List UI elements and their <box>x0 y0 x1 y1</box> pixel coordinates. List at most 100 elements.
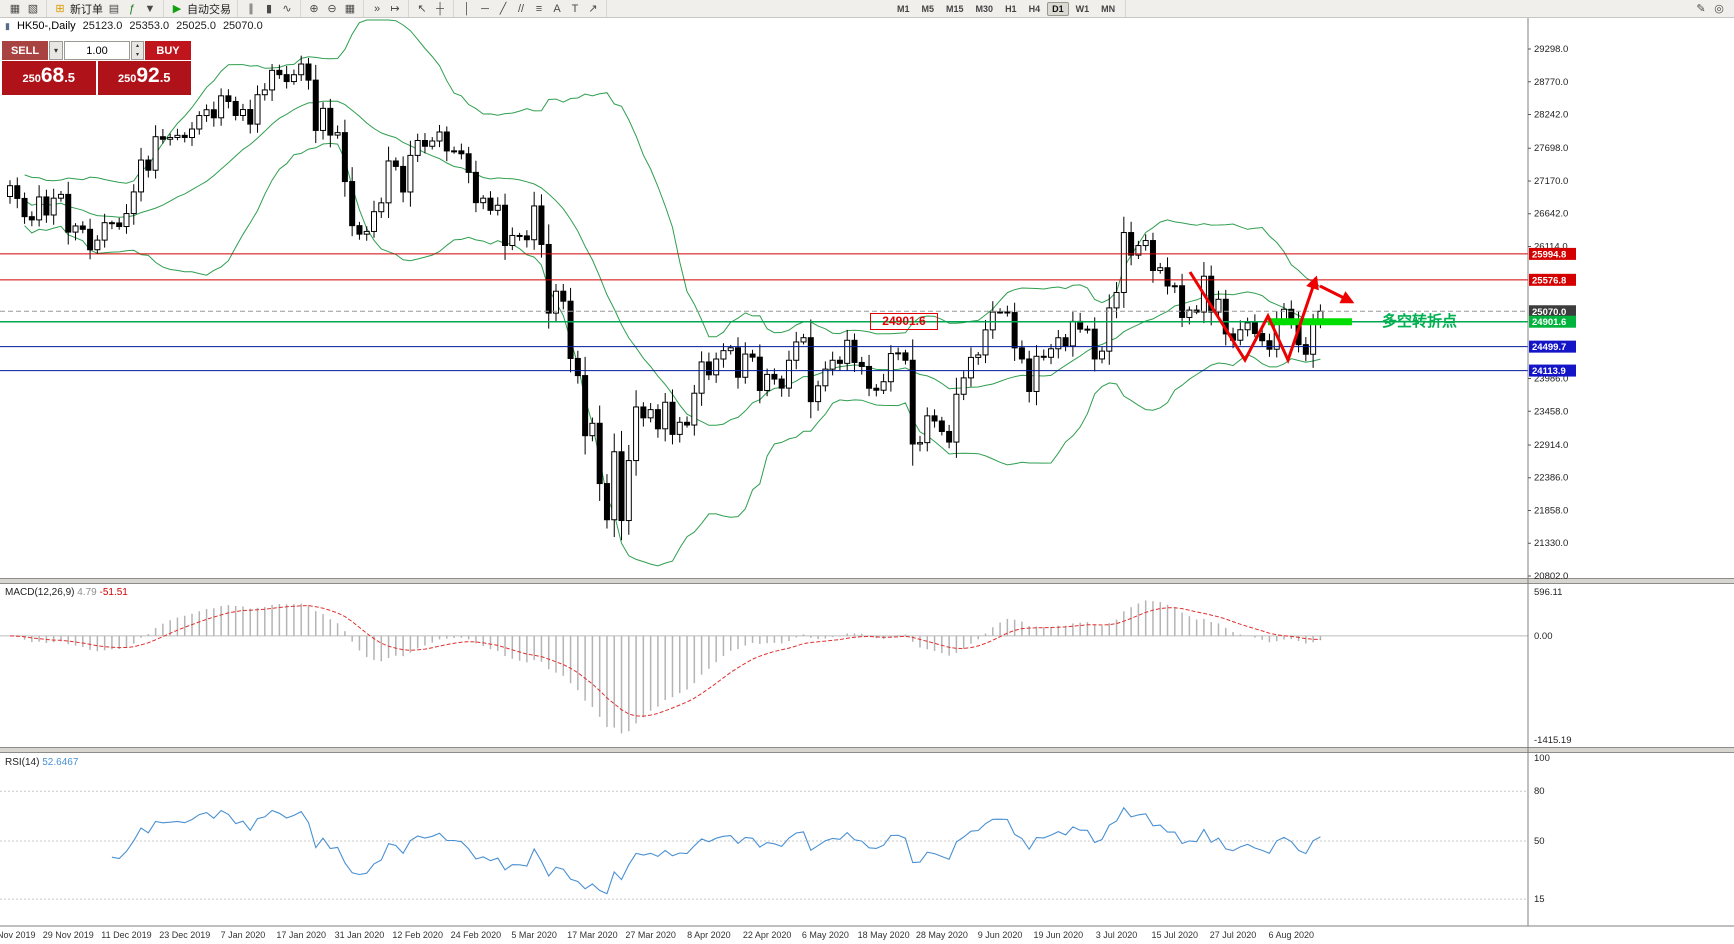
candle-body <box>1026 358 1033 392</box>
timeframe-button-m5[interactable]: M5 <box>917 2 940 16</box>
text-button[interactable]: A <box>548 1 566 17</box>
candle-body <box>596 422 603 485</box>
templates-button[interactable]: ▼ <box>141 1 159 17</box>
date-label[interactable]: 19 Nov 2019 <box>0 930 36 940</box>
timeframe-button-h1[interactable]: H1 <box>1000 2 1022 16</box>
ask-price[interactable]: 250 92.5 <box>97 61 191 95</box>
bollinger-lower-band <box>24 142 1321 567</box>
price-tag <box>1529 247 1576 260</box>
timeframe-button-h4[interactable]: H4 <box>1024 2 1046 16</box>
date-label[interactable]: 11 Dec 2019 <box>101 930 151 940</box>
volume-dropdown-icon[interactable]: ▾ <box>49 41 63 60</box>
pencil-button[interactable]: ✎ <box>1692 1 1710 17</box>
date-label[interactable]: 24 Feb 2020 <box>451 930 502 940</box>
date-label[interactable]: 7 Jan 2020 <box>221 930 266 940</box>
volume-up-icon[interactable]: ▴ <box>135 43 139 49</box>
tile-windows-button[interactable]: ▦ <box>341 1 359 17</box>
date-label[interactable]: 3 Jul 2020 <box>1096 930 1138 940</box>
candle-body <box>1237 329 1244 341</box>
timeframe-button-m30[interactable]: M30 <box>971 2 999 16</box>
timeframe-button-w1[interactable]: W1 <box>1071 2 1095 16</box>
fibonacci-button[interactable]: ≡ <box>530 1 548 17</box>
timeframe-button-m15[interactable]: M15 <box>941 2 969 16</box>
trendline-button[interactable]: ╱ <box>494 1 512 17</box>
date-label[interactable]: 17 Jan 2020 <box>276 930 326 940</box>
date-label[interactable]: 23 Dec 2019 <box>159 930 210 940</box>
channel-button[interactable]: // <box>512 1 530 17</box>
depth-of-market-button[interactable]: ▤ <box>105 1 123 17</box>
search-button[interactable]: ◎ <box>1710 1 1728 17</box>
date-label[interactable]: 6 May 2020 <box>802 930 849 940</box>
date-label[interactable]: 22 Apr 2020 <box>743 930 792 940</box>
candlestick-chart-button[interactable]: ▮ <box>260 1 278 17</box>
new-order-button[interactable]: ⊞ 新订单 <box>51 1 105 17</box>
horizontal-line-button[interactable]: ─ <box>476 1 494 17</box>
crosshair-button[interactable]: ┼ <box>431 1 449 17</box>
volume-stepper[interactable]: ▴ ▾ <box>131 41 144 60</box>
new-chart-button[interactable]: ▦ <box>6 1 24 17</box>
candle-body <box>1033 355 1040 392</box>
autotrading-button[interactable]: ▶ 自动交易 <box>168 1 233 17</box>
sell-button[interactable]: SELL <box>2 41 48 60</box>
date-label[interactable]: 17 Mar 2020 <box>567 930 618 940</box>
price-tick-label: 23458.0 <box>1534 406 1568 417</box>
price-tick-label: 28770.0 <box>1534 77 1568 88</box>
pane-separator[interactable] <box>0 747 1734 753</box>
trend-zigzag-arrow[interactable] <box>1188 271 1319 365</box>
price-tag <box>1529 364 1576 377</box>
direction-arrow[interactable] <box>1319 284 1355 304</box>
candle-body <box>684 421 691 426</box>
cursor-button[interactable]: ↖ <box>413 1 431 17</box>
ohlc-low: 25025.0 <box>176 20 216 32</box>
date-label[interactable]: 28 May 2020 <box>916 930 968 940</box>
chart-profiles-button[interactable]: ▧ <box>24 1 42 17</box>
volume-down-icon[interactable]: ▾ <box>135 51 139 58</box>
label-button[interactable]: T <box>566 1 584 17</box>
date-label[interactable]: 27 Mar 2020 <box>625 930 676 940</box>
turning-point-label[interactable]: 多空转折点 <box>1382 313 1458 330</box>
date-label[interactable]: 5 Mar 2020 <box>511 930 557 940</box>
vertical-line-button[interactable]: │ <box>458 1 476 17</box>
buy-button[interactable]: BUY <box>145 41 191 60</box>
price-tag-label: 24113.9 <box>1532 366 1566 377</box>
date-label[interactable]: 9 Jun 2020 <box>978 930 1023 940</box>
date-label[interactable]: 19 Jun 2020 <box>1034 930 1084 940</box>
candle-body <box>1048 348 1055 358</box>
toolbar-group: ↖ ┼ <box>409 0 454 17</box>
timeframe-button-mn[interactable]: MN <box>1096 2 1120 16</box>
timeframe-button-d1[interactable]: D1 <box>1047 1 1069 16</box>
chart-canvas[interactable]: 29298.0 28770.0 28242.0 27698.0 27170.0 26642… <box>0 18 1734 944</box>
date-label[interactable]: 18 May 2020 <box>858 930 910 940</box>
candle-body <box>36 196 43 221</box>
date-label[interactable]: 29 Nov 2019 <box>43 930 94 940</box>
bid-price[interactable]: 250 68.5 <box>2 61 96 95</box>
auto-scroll-button[interactable]: » <box>368 1 386 17</box>
date-label[interactable]: 31 Jan 2020 <box>335 930 385 940</box>
price-tag <box>1529 273 1576 286</box>
line-chart-button[interactable]: ∿ <box>278 1 296 17</box>
indicators-button[interactable]: ƒ <box>123 1 141 17</box>
candle-body <box>531 205 538 241</box>
candle-body <box>225 95 232 102</box>
pane-separator[interactable] <box>0 578 1734 584</box>
date-label[interactable]: 6 Aug 2020 <box>1269 930 1315 940</box>
volume-input[interactable] <box>64 41 130 60</box>
zoom-out-button[interactable]: ⊖ <box>323 1 341 17</box>
bar-chart-button[interactable]: ∥ <box>242 1 260 17</box>
candle-body <box>392 160 399 167</box>
date-label[interactable]: 12 Feb 2020 <box>392 930 443 940</box>
candle-body <box>509 234 516 247</box>
candle-body <box>203 109 210 117</box>
zoom-in-button[interactable]: ⊕ <box>305 1 323 17</box>
candle-body <box>560 290 567 302</box>
chart-shift-button[interactable]: ↦ <box>386 1 404 17</box>
price-level-annotation[interactable]: 24901.6 <box>870 313 938 330</box>
date-label[interactable]: 8 Apr 2020 <box>687 930 731 940</box>
rsi-indicator-label: RSI(14) 52.6467 <box>5 757 78 768</box>
arrows-button[interactable]: ↗ <box>584 1 602 17</box>
timeframe-button-m1[interactable]: M1 <box>892 2 915 16</box>
candle-body <box>793 341 800 361</box>
date-label[interactable]: 27 Jul 2020 <box>1210 930 1257 940</box>
date-label[interactable]: 15 Jul 2020 <box>1152 930 1199 940</box>
candle-body <box>698 361 705 394</box>
